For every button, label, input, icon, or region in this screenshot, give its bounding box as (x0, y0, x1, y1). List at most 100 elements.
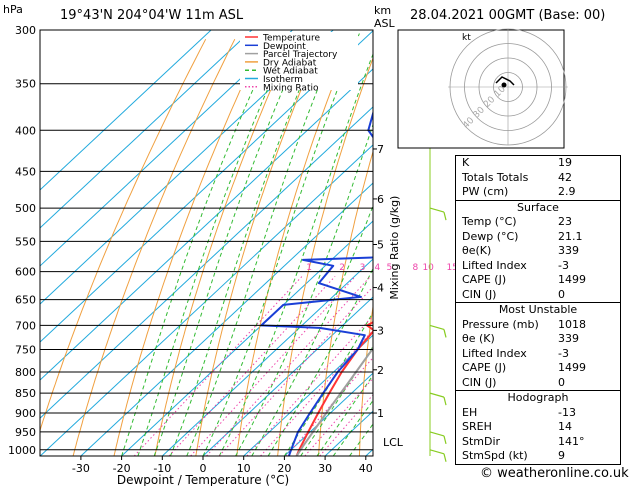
isotherm-line (243, 334, 373, 456)
hodograph-trace (495, 76, 515, 86)
wind-barb (429, 449, 447, 462)
pressure-tick-label: 750 (15, 343, 36, 356)
wind-barb-shaft (429, 392, 445, 398)
x-axis-label: Dewpoint / Temperature (°C) (117, 473, 289, 486)
isotherm-line (40, 30, 253, 229)
height-unit-asl: ASL (374, 17, 395, 30)
footer-credit: © weatheronline.co.uk (480, 466, 629, 481)
index-label: StmDir (462, 434, 501, 448)
index-label: θe (K) (462, 332, 495, 345)
index-label: EH (462, 405, 478, 419)
index-value: 23 (558, 215, 572, 228)
index-row: Pressure (mb) 1018 (456, 318, 620, 333)
wind-barb-flag (443, 396, 447, 406)
index-value: 1499 (558, 273, 586, 286)
index-label: θe(K) (462, 244, 492, 257)
index-label: CAPE (J) (462, 361, 507, 374)
wet-adiabat-line (186, 33, 341, 456)
mixing-ratio-axis-label: Mixing Ratio (g/kg) (388, 196, 401, 300)
pressure-tick-label: 350 (15, 78, 36, 91)
index-value: -13 (558, 405, 576, 419)
height-tick-label: 6 (377, 193, 384, 206)
index-value: -3 (558, 346, 569, 360)
mixing-ratio-line (246, 314, 373, 456)
index-value: 14 (558, 420, 572, 433)
wind-barb-flag (443, 329, 447, 338)
mixing-ratio-tick-label: 2 (339, 263, 345, 273)
index-row: θe (K) 339 (456, 332, 620, 347)
wind-barb-shaft (429, 431, 445, 437)
hodograph-storm-motion (501, 82, 507, 88)
wet-adiabat-line (169, 33, 324, 456)
isotherm-line (40, 30, 293, 267)
index-row: θe(K) 339 (456, 244, 620, 259)
isotherm-line (40, 106, 373, 419)
legend-entry: Parcel Trajectory (263, 50, 338, 60)
pressure-tick-label: 950 (15, 426, 36, 439)
pressure-tick-label: 700 (15, 319, 36, 332)
dry-adiabat-line (625, 39, 629, 456)
pressure-tick-label: 650 (15, 294, 36, 307)
wind-barb-shaft (429, 324, 445, 330)
wind-barb-flag (443, 453, 447, 462)
index-row: Lifted Index -3 (456, 259, 620, 274)
x-tick-label: -20 (113, 462, 131, 475)
index-value: 141° (558, 434, 585, 448)
wind-barb-flag (443, 435, 447, 445)
pressure-tick-label: 1000 (8, 444, 36, 457)
height-tick-label: 5 (377, 238, 384, 251)
pressure-tick-label: 450 (15, 165, 36, 178)
legend-entry: Isotherm (263, 75, 303, 85)
isotherm-line (284, 372, 373, 456)
pressure-tick-label: 850 (15, 387, 36, 400)
index-label: PW (cm) (462, 185, 509, 198)
isotherm-line (40, 30, 373, 343)
index-value: 0 (558, 287, 565, 301)
index-row: CIN (J) 0 (456, 376, 620, 391)
index-label: Lifted Index (462, 346, 527, 360)
height-tick-label: 1 (377, 407, 384, 420)
mixing-ratio-tick-label: 8 (413, 263, 419, 273)
wind-barb-shaft (429, 207, 445, 213)
index-label: StmSpd (kt) (462, 449, 528, 462)
index-label: SREH (462, 420, 492, 433)
index-row: K 19 (456, 156, 620, 171)
index-label: CIN (J) (462, 287, 497, 301)
index-value: 1018 (558, 317, 586, 331)
wind-barb (429, 431, 447, 445)
x-tick-label: 10 (237, 462, 251, 475)
wind-barb-flag (443, 211, 447, 221)
isotherm-line (40, 30, 212, 191)
x-tick-label: 0 (200, 462, 207, 475)
legend-entry: Wet Adiabat (263, 67, 318, 77)
index-row: StmDir 141° (456, 435, 620, 450)
mixing-ratio-tick-label: 3 (360, 263, 366, 273)
index-label: K (462, 156, 470, 169)
index-label: Lifted Index (462, 258, 527, 272)
wind-barb (429, 324, 447, 338)
index-value: 19 (558, 156, 572, 169)
height-tick-label: 7 (377, 143, 384, 156)
x-tick-label: -10 (153, 462, 171, 475)
index-row: Dewp (°C) 21.1 (456, 230, 620, 245)
height-unit-km: km (374, 4, 392, 17)
pressure-tick-label: 400 (15, 124, 36, 137)
legend-entry: Temperature (262, 34, 320, 44)
isotherm-line (40, 30, 334, 305)
index-label: Temp (°C) (462, 215, 517, 228)
wind-barb (429, 392, 447, 406)
index-label: CAPE (J) (462, 273, 507, 286)
index-value: 21.1 (558, 229, 583, 243)
index-value: 42 (558, 170, 572, 184)
height-tick-label: 4 (377, 282, 384, 295)
index-row: Temp (°C) 23 (456, 215, 620, 230)
pressure-tick-label: 500 (15, 202, 36, 215)
dewpoint-series (260, 110, 373, 456)
parcel-trajectory-series (295, 346, 373, 456)
index-section-title: Hodograph (456, 390, 620, 406)
isotherm-line (80, 182, 373, 456)
index-value: -3 (558, 258, 569, 272)
index-value: 2.9 (558, 185, 576, 198)
